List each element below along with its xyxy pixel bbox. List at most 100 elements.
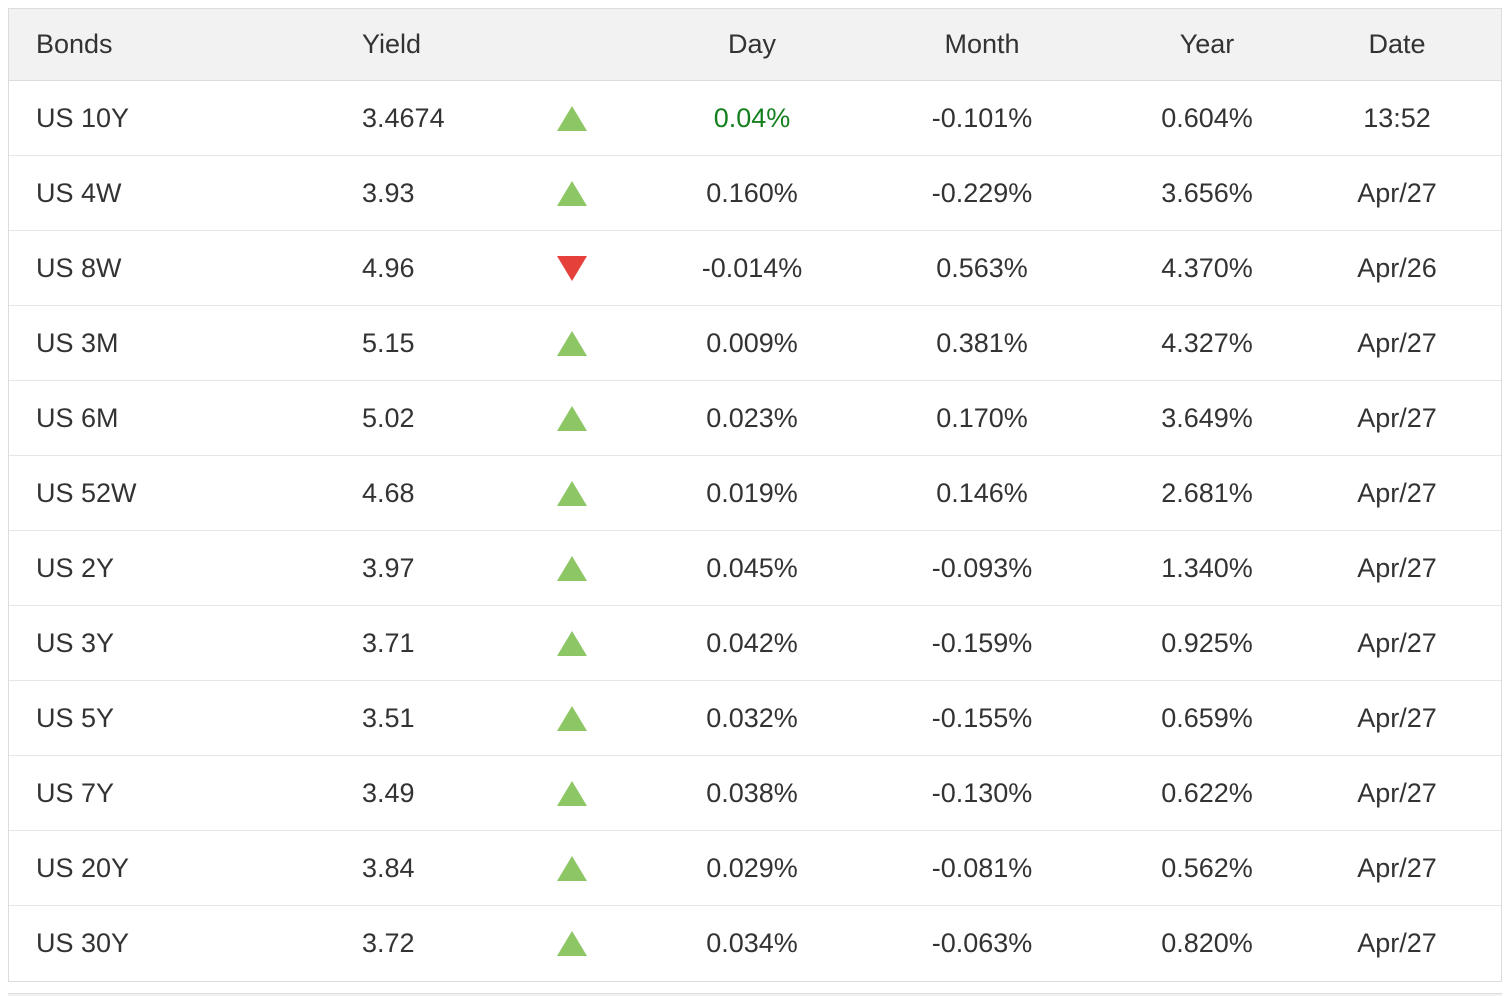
bond-name[interactable]: US 52W — [36, 477, 137, 508]
month-change: 0.381% — [936, 327, 1028, 358]
triangle-up-icon — [557, 105, 587, 131]
month-change: -0.155% — [931, 702, 1033, 733]
bond-yields-table: Bonds Yield Day Month Year Date US 10Y 3… — [8, 8, 1502, 982]
bond-name[interactable]: US 5Y — [36, 702, 115, 733]
triangle-up-icon — [557, 780, 587, 806]
month-change: -0.229% — [931, 177, 1033, 208]
table-row[interactable]: US 10Y 3.4674 0.04% -0.101% 0.604% 13:52 — [9, 81, 1501, 156]
yield-value: 3.51 — [362, 702, 415, 733]
yield-value: 3.84 — [362, 852, 415, 883]
date-value: 13:52 — [1363, 102, 1431, 133]
day-change: 0.032% — [706, 702, 798, 733]
year-change: 0.659% — [1161, 702, 1253, 733]
month-change: -0.130% — [931, 777, 1033, 808]
table-row[interactable]: US 7Y 3.49 0.038% -0.130% 0.622% Apr/27 — [9, 756, 1501, 831]
header-cell-yield: Yield — [362, 29, 422, 59]
day-change: -0.014% — [701, 252, 803, 283]
month-change: 0.146% — [936, 477, 1028, 508]
year-change: 2.681% — [1161, 477, 1253, 508]
table-row[interactable]: US 20Y 3.84 0.029% -0.081% 0.562% Apr/27 — [9, 831, 1501, 906]
year-change: 3.656% — [1161, 177, 1253, 208]
date-value: Apr/27 — [1357, 702, 1437, 733]
table-row[interactable]: US 3Y 3.71 0.042% -0.159% 0.925% Apr/27 — [9, 606, 1501, 681]
table-row[interactable]: US 5Y 3.51 0.032% -0.155% 0.659% Apr/27 — [9, 681, 1501, 756]
header-cell-date: Date — [1368, 29, 1426, 59]
yield-value: 3.49 — [362, 777, 415, 808]
bond-name[interactable]: US 20Y — [36, 852, 130, 883]
yield-value: 3.4674 — [362, 102, 445, 133]
month-change: -0.081% — [931, 852, 1033, 883]
yield-value: 3.93 — [362, 177, 415, 208]
triangle-up-icon — [557, 630, 587, 656]
year-change: 3.649% — [1161, 402, 1253, 433]
date-value: Apr/27 — [1357, 852, 1437, 883]
month-change: 0.170% — [936, 402, 1028, 433]
month-change: -0.101% — [931, 102, 1033, 133]
year-change: 0.925% — [1161, 627, 1253, 658]
date-value: Apr/27 — [1357, 327, 1437, 358]
triangle-up-icon — [557, 705, 587, 731]
bond-name[interactable]: US 30Y — [36, 928, 130, 958]
bond-name[interactable]: US 8W — [36, 252, 122, 283]
yield-value: 5.02 — [362, 402, 415, 433]
month-change: 0.563% — [936, 252, 1028, 283]
year-change: 0.604% — [1161, 102, 1253, 133]
bond-name[interactable]: US 7Y — [36, 777, 115, 808]
year-change: 1.340% — [1161, 552, 1253, 583]
yield-value: 4.96 — [362, 252, 415, 283]
bond-name[interactable]: US 3Y — [36, 627, 115, 658]
year-change: 0.622% — [1161, 777, 1253, 808]
header-cell-bonds: Bonds — [36, 29, 113, 59]
month-change: -0.063% — [931, 928, 1033, 958]
date-value: Apr/27 — [1357, 402, 1437, 433]
date-value: Apr/27 — [1357, 177, 1437, 208]
table-row[interactable]: US 8W 4.96 -0.014% 0.563% 4.370% Apr/26 — [9, 231, 1501, 306]
date-value: Apr/27 — [1357, 477, 1437, 508]
yield-value: 3.97 — [362, 552, 415, 583]
triangle-up-icon — [557, 405, 587, 431]
header-cell-day: Day — [727, 29, 776, 59]
table-row[interactable]: US 52W 4.68 0.019% 0.146% 2.681% Apr/27 — [9, 456, 1501, 531]
day-change: 0.029% — [706, 852, 798, 883]
triangle-up-icon — [557, 480, 587, 506]
next-section-top-border — [8, 993, 1502, 996]
yield-value: 4.68 — [362, 477, 415, 508]
day-change: 0.160% — [706, 177, 798, 208]
table-row[interactable]: US 6M 5.02 0.023% 0.170% 3.649% Apr/27 — [9, 381, 1501, 456]
triangle-up-icon — [557, 555, 587, 581]
table-row[interactable]: US 30Y 3.72 0.034% -0.063% 0.820% Apr/27 — [9, 906, 1501, 981]
month-change: -0.093% — [931, 552, 1033, 583]
triangle-up-icon — [557, 330, 587, 356]
bond-name[interactable]: US 6M — [36, 402, 119, 433]
day-change: 0.009% — [706, 327, 798, 358]
date-value: Apr/27 — [1357, 552, 1437, 583]
table-row[interactable]: US 4W 3.93 0.160% -0.229% 3.656% Apr/27 — [9, 156, 1501, 231]
day-change: 0.038% — [706, 777, 798, 808]
triangle-down-icon — [557, 255, 587, 281]
bond-name[interactable]: US 4W — [36, 177, 122, 208]
year-change: 4.370% — [1161, 252, 1253, 283]
table-body: US 10Y 3.4674 0.04% -0.101% 0.604% 13:52… — [9, 81, 1501, 981]
date-value: Apr/27 — [1357, 928, 1437, 958]
day-change: 0.045% — [706, 552, 798, 583]
yield-value: 3.72 — [362, 928, 415, 958]
month-change: -0.159% — [931, 627, 1033, 658]
date-value: Apr/27 — [1357, 777, 1437, 808]
bond-name[interactable]: US 2Y — [36, 552, 115, 583]
table-row[interactable]: US 2Y 3.97 0.045% -0.093% 1.340% Apr/27 — [9, 531, 1501, 606]
year-change: 0.820% — [1161, 928, 1253, 958]
day-change: 0.023% — [706, 402, 798, 433]
table-row[interactable]: US 3M 5.15 0.009% 0.381% 4.327% Apr/27 — [9, 306, 1501, 381]
day-change: 0.019% — [706, 477, 798, 508]
bond-name[interactable]: US 3M — [36, 327, 119, 358]
date-value: Apr/27 — [1357, 627, 1437, 658]
triangle-up-icon — [557, 180, 587, 206]
triangle-up-icon — [557, 855, 587, 881]
year-change: 0.562% — [1161, 852, 1253, 883]
day-change: 0.034% — [706, 928, 798, 958]
bond-name[interactable]: US 10Y — [36, 102, 130, 133]
day-change: 0.042% — [706, 627, 798, 658]
day-change: 0.04% — [713, 102, 791, 133]
triangle-up-icon — [557, 931, 587, 956]
header-cell-month: Month — [944, 29, 1020, 59]
